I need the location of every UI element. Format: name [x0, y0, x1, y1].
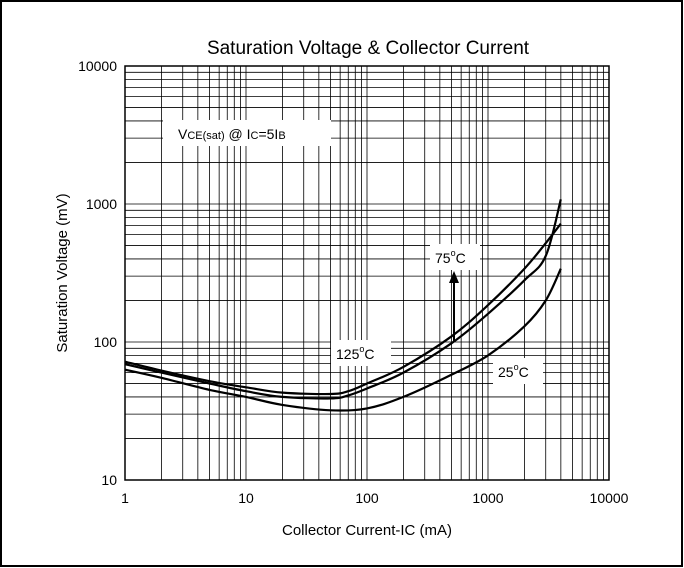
- x-tick-label: 10000: [590, 490, 629, 506]
- label-75c-box: [430, 244, 480, 270]
- plot-area: [124, 65, 610, 481]
- label-25c-unit: C: [519, 364, 529, 380]
- condition-eq: =5I: [258, 126, 278, 142]
- y-tick-label: 100: [94, 334, 118, 350]
- chart-title: Saturation Voltage & Collector Current: [207, 38, 530, 59]
- condition-label-box: [163, 120, 331, 146]
- label-125c: 125oC: [336, 344, 375, 362]
- y-tick-label: 10: [101, 472, 117, 488]
- x-tick-label: 100: [355, 490, 379, 506]
- condition-label: VCE(sat) @ IC=5IB: [178, 126, 286, 142]
- y-tick-label: 1000: [86, 196, 117, 212]
- label-25c-box: [493, 358, 543, 384]
- series-line-0: [124, 223, 562, 396]
- x-tick-label: 10: [238, 490, 254, 506]
- label-125c-degree: o: [359, 344, 364, 354]
- condition-main-sub: CE(sat): [187, 130, 224, 142]
- condition-eq-sub: B: [278, 130, 285, 142]
- arrow-75c-head: [449, 271, 459, 283]
- y-axis-ticks: 10 100 1000 10000: [78, 58, 117, 488]
- curves: [124, 199, 562, 412]
- series-line-1: [124, 199, 562, 400]
- label-25c-degree: o: [514, 362, 519, 372]
- label-25c-value: 25: [498, 364, 514, 380]
- y-tick-label: 10000: [78, 58, 117, 74]
- x-tick-label: 1000: [472, 490, 503, 506]
- condition-at-sub: C: [251, 130, 259, 142]
- series-line-2: [124, 268, 562, 412]
- label-75c: 75oC: [435, 248, 466, 266]
- x-tick-label: 1: [121, 490, 129, 506]
- condition-at: @ I: [225, 126, 251, 142]
- label-125c-box: [331, 340, 391, 366]
- label-25c: 25oC: [498, 362, 529, 380]
- label-75c-value: 75: [435, 250, 451, 266]
- condition-main: V: [178, 126, 188, 142]
- label-75c-unit: C: [456, 250, 466, 266]
- label-125c-value: 125: [336, 346, 360, 362]
- x-axis-label: Collector Current-IC (mA): [282, 522, 452, 539]
- label-125c-unit: C: [364, 346, 374, 362]
- y-axis-label: Saturation Voltage (mV): [54, 193, 71, 352]
- x-axis-ticks: 1 10 100 1000 10000: [121, 490, 629, 506]
- label-75c-degree: o: [451, 248, 456, 258]
